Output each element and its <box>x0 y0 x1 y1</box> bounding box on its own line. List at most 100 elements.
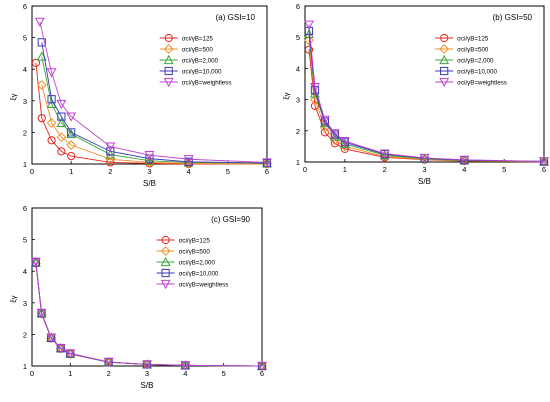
legend-marker <box>160 256 171 267</box>
x-axis-label: S/B <box>141 381 154 390</box>
data-point <box>105 149 116 159</box>
data-point <box>304 35 314 46</box>
x-tick-label: 5 <box>222 369 226 378</box>
data-point <box>37 114 46 123</box>
series-5 <box>30 257 267 372</box>
x-tick-label: 6 <box>265 167 269 176</box>
series-line <box>41 84 268 165</box>
data-point <box>184 157 193 166</box>
y-axis-label: ξγ <box>9 295 18 302</box>
legend-marker <box>164 33 173 43</box>
y-tick-label: 6 <box>296 2 300 11</box>
x-tick-label: 6 <box>260 369 264 378</box>
y-axis-label: ξγ <box>9 93 18 100</box>
x-tick-label: 1 <box>343 165 347 174</box>
data-point <box>262 158 272 168</box>
x-tick-label: 3 <box>147 167 151 176</box>
legend: σci/γB=125 σci/γB=500 σci/γB=2,000 σci/γB=1… <box>156 235 228 290</box>
data-point <box>56 117 67 128</box>
legend-entry: σci/γB=125 <box>457 36 489 43</box>
data-point <box>459 155 470 165</box>
data-point <box>57 147 66 156</box>
x-tick-label: 0 <box>30 369 34 378</box>
x-tick-label: 2 <box>107 369 111 378</box>
panel-label: (b) GSI=50 <box>493 13 533 22</box>
data-point <box>310 101 320 110</box>
legend-entry: σci/γB=10,000 <box>182 69 222 76</box>
legend-entry: σci/γB=500 <box>457 47 489 54</box>
data-point <box>180 361 191 371</box>
data-point <box>30 258 41 269</box>
data-point <box>46 118 57 128</box>
data-point <box>57 112 66 121</box>
data-point <box>46 68 57 78</box>
data-point <box>304 28 314 39</box>
data-point <box>56 132 67 143</box>
data-point <box>66 112 77 122</box>
data-point <box>105 142 116 152</box>
data-point <box>319 115 330 126</box>
data-point <box>66 140 77 150</box>
data-point <box>55 343 66 354</box>
x-tick-label: 5 <box>502 165 506 174</box>
data-point <box>304 20 314 30</box>
legend-marker <box>160 246 171 256</box>
legend-marker <box>163 54 174 65</box>
data-point <box>257 361 267 372</box>
data-point <box>144 155 155 165</box>
legend-entry: σci/γB=2,000 <box>182 58 219 65</box>
legend-marker <box>439 54 450 65</box>
series-line <box>39 21 268 163</box>
legend-entry: σci/γB=500 <box>182 47 214 54</box>
legend-entry: σci/γB=10,000 <box>457 69 497 76</box>
legend-marker <box>440 33 449 43</box>
legend-marker <box>440 66 449 76</box>
data-point <box>310 83 320 93</box>
data-point <box>339 136 350 147</box>
data-point <box>36 308 47 319</box>
x-tick-label: 3 <box>145 369 149 378</box>
legend-entry: σci/γB=weightless <box>457 80 507 87</box>
y-tick-label: 2 <box>23 330 27 339</box>
x-tick-label: 4 <box>183 369 187 378</box>
series-5 <box>34 17 272 168</box>
data-point <box>419 153 430 164</box>
data-point <box>56 99 67 110</box>
x-tick-label: 2 <box>383 165 387 174</box>
data-point <box>37 38 46 47</box>
panel-label: (c) GSI=90 <box>211 215 250 224</box>
series-line <box>35 261 263 367</box>
series-line <box>308 30 545 162</box>
data-point <box>67 128 76 137</box>
legend-marker <box>161 235 170 245</box>
data-point <box>103 357 114 368</box>
data-point <box>30 257 41 267</box>
legend-entry: σci/γB=500 <box>179 249 211 256</box>
x-tick-label: 6 <box>542 165 546 174</box>
series-5 <box>304 20 549 167</box>
y-tick-label: 4 <box>296 64 300 73</box>
x-tick-label: 2 <box>108 167 112 176</box>
legend-marker <box>160 279 171 290</box>
legend-marker <box>439 77 450 88</box>
y-tick-label: 5 <box>296 33 300 42</box>
y-tick-label: 4 <box>23 267 27 276</box>
series-2 <box>36 80 272 169</box>
data-point <box>106 147 115 156</box>
data-point <box>31 58 41 67</box>
data-point <box>539 157 549 167</box>
data-point <box>339 138 350 149</box>
panel-label: (a) GSI=10 <box>216 13 256 22</box>
legend-entry: σci/γB=125 <box>182 36 214 43</box>
y-tick-label: 3 <box>23 299 27 308</box>
x-tick-label: 1 <box>69 167 73 176</box>
legend-entry: σci/γB=2,000 <box>457 58 494 65</box>
series-line <box>35 62 267 165</box>
x-tick-label: 1 <box>68 369 72 378</box>
x-tick-label: 5 <box>226 167 230 176</box>
y-tick-label: 3 <box>23 97 27 106</box>
